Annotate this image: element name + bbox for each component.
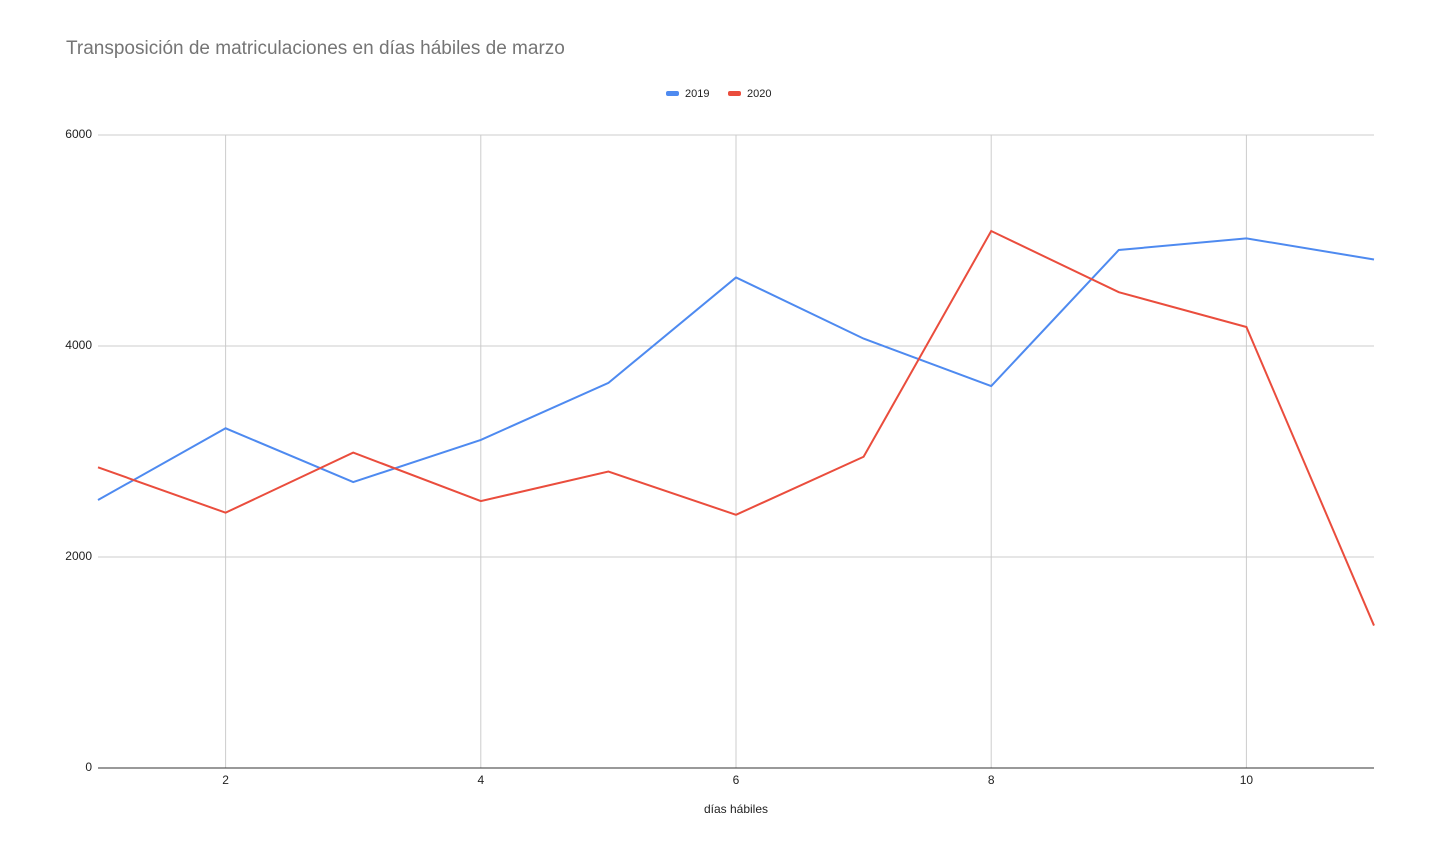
x-tick-label: 6: [733, 773, 740, 787]
x-tick-label: 8: [988, 773, 995, 787]
x-tick-label: 4: [477, 773, 484, 787]
y-tick-label: 4000: [65, 338, 92, 352]
x-tick-label: 2: [222, 773, 229, 787]
y-tick-label: 0: [85, 760, 92, 774]
x-tick-label: 10: [1240, 773, 1254, 787]
x-axis-label: días hábiles: [704, 802, 768, 816]
y-tick-label: 6000: [65, 127, 92, 141]
legend-swatch: [666, 91, 679, 96]
y-tick-label: 2000: [65, 549, 92, 563]
legend-label: 2019: [685, 88, 709, 100]
chart-title: Transposición de matriculaciones en días…: [66, 38, 565, 59]
line-series: [97, 229, 1375, 626]
legend-swatch: [728, 91, 741, 96]
legend-label: 2020: [747, 88, 771, 100]
line-series: [97, 237, 1375, 501]
